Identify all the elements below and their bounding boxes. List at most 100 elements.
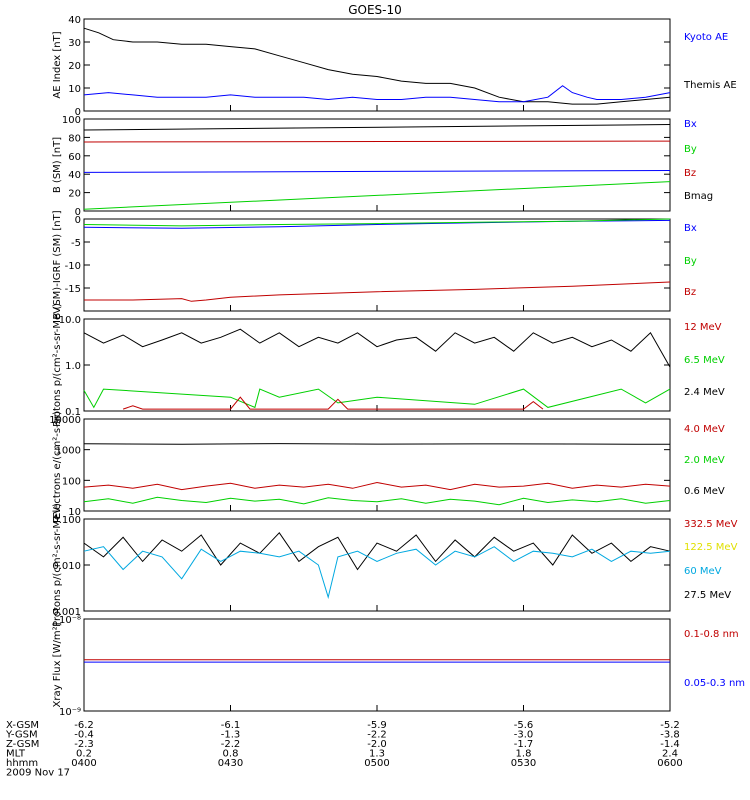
date-label: 2009 Nov 17 — [6, 768, 70, 779]
legend-entry: Kyoto AE — [684, 32, 728, 43]
legend-entry: 332.5 MeV — [684, 519, 738, 530]
series-6-5-mev — [83, 388, 671, 409]
x-tick-label: -2.2 — [221, 739, 241, 750]
x-tick-label: 0530 — [511, 758, 536, 769]
legend-entry: By — [684, 256, 697, 267]
y-axis-label: Electrons e/(cm²-s-sr) — [52, 411, 63, 519]
x-tick-label: 0.8 — [223, 749, 239, 760]
y-tick-label: -10 — [65, 261, 81, 272]
legend-entry: Bmag — [684, 191, 713, 202]
x-tick-label: -2.2 — [367, 730, 387, 741]
x-row-label: X-GSM — [6, 720, 39, 731]
x-tick-label: -3.0 — [514, 730, 534, 741]
legend-entry: By — [684, 144, 697, 155]
y-axis-label: Protons p/(cm²-s-sr-MeV) — [52, 303, 63, 427]
series-bz — [84, 281, 671, 302]
y-axis-label: Xray Flux [W/m²] — [52, 622, 63, 707]
legend-entry: 122.5 MeV — [684, 542, 738, 553]
y-tick-label: 60 — [68, 152, 81, 163]
y-tick-label: 10.0 — [59, 315, 81, 326]
x-tick-label: 1.8 — [516, 749, 532, 760]
y-tick-label: 10 — [68, 84, 81, 95]
y-tick-label: 0.100 — [52, 515, 81, 526]
legend-entry: 0.1-0.8 nm — [684, 629, 739, 640]
series-bmag — [83, 124, 671, 131]
legend-entry: 27.5 MeV — [684, 590, 731, 601]
series-60-mev — [83, 546, 671, 600]
y-tick-label: 1.0 — [65, 361, 81, 372]
x-tick-label: 0500 — [364, 758, 389, 769]
y-axis-label: B (SM)-IGRF (SM) [nT] — [52, 210, 63, 319]
series-27-5-mev — [83, 532, 671, 571]
series-2-0-mev — [83, 496, 671, 506]
x-tick-label: 1.3 — [369, 749, 385, 760]
panel-frame — [83, 418, 671, 512]
x-row-label: MLT — [6, 749, 26, 760]
y-tick-label: -15 — [65, 284, 81, 295]
legend-entry: Bx — [684, 119, 697, 130]
legend-entry: Themis AE — [683, 80, 737, 91]
series-bx — [83, 170, 671, 173]
x-tick-label: -5.2 — [660, 720, 680, 731]
x-tick-label: 0600 — [657, 758, 682, 769]
y-tick-label: 1000 — [56, 446, 81, 457]
x-tick-label: -5.6 — [514, 720, 534, 731]
x-tick-label: -1.4 — [660, 739, 680, 750]
y-tick-label: 0.001 — [52, 607, 81, 618]
x-tick-label: -6.2 — [74, 720, 94, 731]
series-themis-ae — [83, 27, 671, 105]
panel-2: 0 20 40 60 80 100 B (SM) [nT] Bx By Bz Bmag — [52, 115, 713, 218]
y-tick-label: 100 — [62, 476, 81, 487]
legend-entry: Bx — [684, 223, 697, 234]
legend-entry: 12 MeV — [684, 322, 722, 333]
legend-entry: 0.6 MeV — [684, 486, 725, 497]
x-tick-label: 0430 — [218, 758, 243, 769]
series-bx — [83, 219, 671, 229]
legend-entry: 2.0 MeV — [684, 455, 725, 466]
y-tick-label: 10 — [68, 507, 81, 518]
y-tick-label: 20 — [68, 189, 81, 200]
series-12-mev — [122, 396, 544, 410]
legend-entry: 2.4 MeV — [684, 387, 725, 398]
x-tick-label: 2.4 — [662, 749, 678, 760]
series-kyoto-ae — [83, 85, 671, 103]
panel-frame — [83, 218, 671, 312]
panel-frame — [83, 518, 671, 612]
x-row-label: Z-GSM — [6, 739, 39, 750]
x-tick-label: -6.1 — [221, 720, 241, 731]
x-tick-label: -2.0 — [367, 739, 387, 750]
x-tick-label: 0.2 — [76, 749, 92, 760]
y-tick-label: -5 — [71, 238, 81, 249]
legend-entry: Bz — [684, 287, 696, 298]
y-axis-label: B (SM) [nT] — [52, 137, 63, 193]
y-tick-label: 100 — [62, 115, 81, 126]
y-tick-label: 80 — [68, 133, 81, 144]
y-axis-label: Protons p/(cm²-s-sr-MeV) — [52, 503, 63, 627]
y-tick-label: 10⁻⁹ — [59, 707, 81, 718]
chart-title: GOES-10 — [348, 3, 402, 17]
panel-frame — [83, 118, 671, 212]
y-tick-label: 20 — [68, 61, 81, 72]
y-tick-label: 0 — [75, 207, 81, 218]
legend-entry: 60 MeV — [684, 566, 722, 577]
y-tick-label: 0.1 — [65, 407, 81, 418]
legend-entry: 6.5 MeV — [684, 355, 725, 366]
series-2-4-mev — [83, 328, 671, 368]
x-tick-label: -5.9 — [367, 720, 387, 731]
panel-1: 0 10 20 30 40 AE Index [nT] Kyoto AE Themis AE — [52, 15, 737, 118]
x-tick-label: -1.3 — [221, 730, 241, 741]
y-tick-label: 40 — [68, 15, 81, 26]
series-4-0-mev — [83, 481, 671, 491]
x-row-label: Y-GSM — [5, 730, 38, 741]
series-0-6-mev — [83, 443, 671, 445]
x-tick-label: 0400 — [71, 758, 96, 769]
y-tick-label: 0 — [75, 107, 81, 118]
panel-frame — [83, 618, 671, 712]
x-tick-label: -2.3 — [74, 739, 94, 750]
